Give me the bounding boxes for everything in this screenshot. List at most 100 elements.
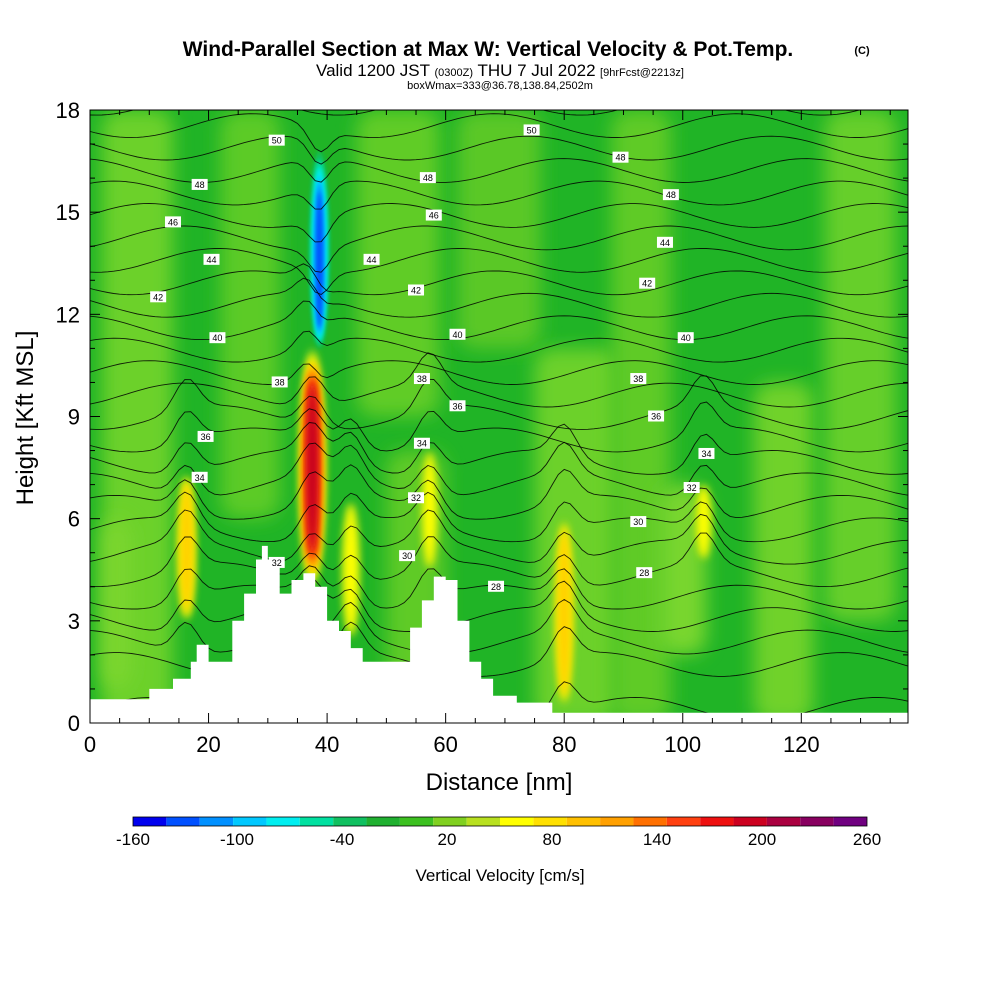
theta-label-box xyxy=(413,373,430,385)
colorbar-swatch xyxy=(833,817,867,826)
theta-label-box xyxy=(425,209,442,221)
colorbar-swatch xyxy=(800,817,834,826)
x-axis-label: Distance [nm] xyxy=(426,769,573,796)
theta-labels: 50 50 48 48 48 48 46 46 44 44 44 42 42 42 40 40 40 38 38 38… xyxy=(150,124,715,592)
theta-label-text: 44 xyxy=(660,238,670,248)
colorbar-swatch xyxy=(233,817,267,826)
theta-label-text: 46 xyxy=(168,217,178,227)
theta-label-text: 48 xyxy=(616,153,626,163)
isentrope-line xyxy=(90,532,908,588)
updraft-plume-2 xyxy=(342,501,360,638)
y-tick-label: 0 xyxy=(68,711,80,736)
colorbar-tick-label: 140 xyxy=(643,830,671,849)
theta-label-box xyxy=(662,189,679,201)
terrain-layer xyxy=(90,545,908,723)
isentrope-line xyxy=(90,263,908,296)
theta-label-box xyxy=(656,236,673,248)
theta-label: 36 xyxy=(197,430,214,442)
colorbar-label: Vertical Velocity [cm/s] xyxy=(415,866,584,885)
theta-label-text: 28 xyxy=(491,582,501,592)
isentrope-line xyxy=(90,247,908,296)
colorbar-frame xyxy=(132,816,868,827)
background-patch-6 xyxy=(753,382,814,723)
colorbar-swatch xyxy=(600,817,634,826)
theta-label: 28 xyxy=(636,567,653,579)
y-tick-label: 15 xyxy=(56,200,80,225)
theta-label-box xyxy=(677,332,694,344)
theta-label: 38 xyxy=(271,376,288,388)
theta-label-text: 44 xyxy=(367,255,377,265)
x-tick-label: 80 xyxy=(552,732,576,757)
updraft-plume-0 xyxy=(177,474,196,621)
chart-title: Wind-Parallel Section at Max W: Vertical… xyxy=(183,38,794,61)
colorbar-tick-label: -160 xyxy=(116,830,150,849)
colorbar-swatch xyxy=(299,817,334,826)
theta-label-box xyxy=(363,253,380,265)
updraft-contour xyxy=(696,486,711,558)
isentrope-line xyxy=(90,330,908,363)
y-tick-label: 18 xyxy=(56,98,80,123)
theta-label-text: 42 xyxy=(153,292,163,302)
theta-label: 34 xyxy=(191,471,208,483)
theta-label-box xyxy=(488,580,505,592)
theta-label-box xyxy=(408,492,425,504)
theta-label-box xyxy=(408,284,425,296)
theta-label-box xyxy=(683,482,700,494)
theta-label-box xyxy=(636,567,653,579)
theta-label-box xyxy=(399,550,416,562)
theta-label-text: 48 xyxy=(666,190,676,200)
theta-label-text: 36 xyxy=(651,412,661,422)
theta-label-box xyxy=(449,400,466,412)
theta-label-box xyxy=(271,376,288,388)
theta-label: 32 xyxy=(268,556,285,568)
x-tick-label: 40 xyxy=(315,732,339,757)
isentrope-line xyxy=(90,375,908,430)
updraft-plume-5 xyxy=(695,484,712,560)
theta-label-text: 32 xyxy=(272,558,282,568)
isentrope-line xyxy=(90,422,908,475)
theta-label: 28 xyxy=(488,580,505,592)
theta-label: 34 xyxy=(413,437,430,449)
colorbar-tick-label: -40 xyxy=(330,830,355,849)
terrain xyxy=(90,545,908,723)
theta-label: 40 xyxy=(449,328,466,340)
theta-label-text: 28 xyxy=(639,568,649,578)
theta-label-box xyxy=(523,124,540,136)
x-tick-label: 20 xyxy=(196,732,220,757)
isentrope-line xyxy=(90,491,908,543)
colorbar-swatch xyxy=(266,817,300,826)
theta-label: 50 xyxy=(523,124,540,136)
theta-label-text: 48 xyxy=(423,173,433,183)
y-tick-label: 6 xyxy=(68,507,80,532)
updraft-contour xyxy=(307,383,317,552)
colorbar-swatch xyxy=(666,817,701,826)
theta-label-text: 34 xyxy=(195,473,205,483)
isentrope-line xyxy=(90,135,908,165)
theta-label-box xyxy=(150,291,167,303)
theta-label: 44 xyxy=(656,236,673,248)
colorbar-tick-label: 200 xyxy=(748,830,776,849)
updraft-contour xyxy=(557,527,572,697)
theta-label-text: 40 xyxy=(681,333,691,343)
colorbar-swatch xyxy=(333,817,367,826)
theta-label-box xyxy=(164,216,181,228)
theta-label-text: 36 xyxy=(201,432,211,442)
colorbar-swatch xyxy=(566,817,601,826)
chart-subtitle-2: boxWmax=333@36.78,138.84,2502m xyxy=(407,80,593,92)
x-tick-label: 120 xyxy=(783,732,820,757)
chart-title-mark: (C) xyxy=(854,45,870,57)
theta-label-box xyxy=(612,151,629,163)
theta-label-text: 50 xyxy=(527,125,537,135)
theta-label: 42 xyxy=(639,277,656,289)
theta-label-text: 42 xyxy=(642,279,652,289)
subtitle-valid: Valid 1200 JST xyxy=(316,61,430,80)
isentrope-line xyxy=(90,401,908,453)
theta-label-text: 50 xyxy=(272,136,282,146)
theta-label: 48 xyxy=(191,178,208,190)
colorbar-tick-label: 20 xyxy=(438,830,457,849)
theta-label-text: 40 xyxy=(212,333,222,343)
x-tick-label: 100 xyxy=(664,732,701,757)
x-tick-label: 0 xyxy=(84,732,96,757)
theta-label-text: 36 xyxy=(452,401,462,411)
